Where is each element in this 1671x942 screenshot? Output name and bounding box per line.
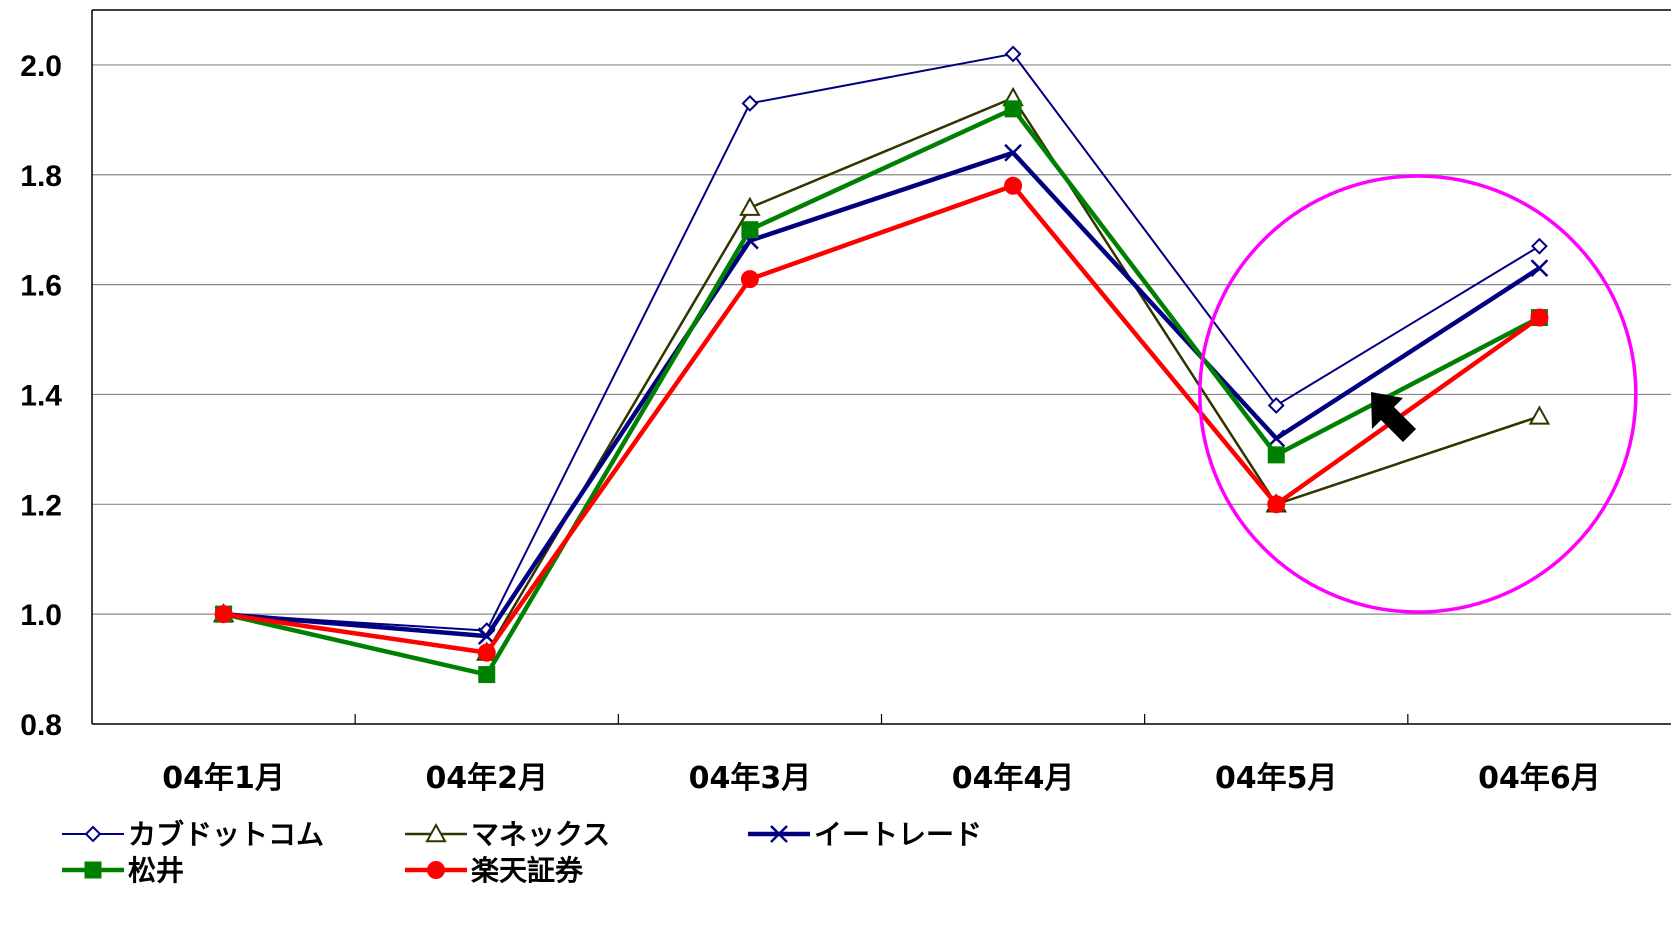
data-point: [1530, 259, 1549, 278]
data-point: [1004, 176, 1023, 195]
x-tick-label: 04年3月: [689, 761, 812, 796]
y-tick-label: 2.0: [20, 50, 62, 83]
data-point: [1267, 397, 1285, 414]
legend-item-4: 松井: [62, 854, 184, 887]
series-line: [223, 106, 1541, 677]
data-point: [740, 270, 759, 289]
y-tick-label: 1.6: [20, 270, 62, 303]
legend-marker: [425, 822, 447, 843]
y-tick-label: 1.0: [20, 599, 62, 632]
legend-marker: [84, 825, 102, 843]
series-1: [215, 45, 1548, 640]
legend-label: 松井: [128, 854, 184, 887]
data-point: [1267, 446, 1285, 464]
data-point: [739, 196, 761, 216]
series-line: [223, 150, 1541, 639]
data-point: [1530, 308, 1549, 327]
highlight-circle: [1198, 174, 1638, 614]
y-tick-label: 1.2: [20, 489, 62, 522]
series-line: [223, 183, 1541, 655]
series-line: [223, 52, 1540, 632]
axes: 0.8 1.0 1.2 1.4 1.6 1.8 2.0 04年1月 04年2月 04年3月 04年4…: [20, 9, 1671, 796]
data-point: [1267, 495, 1286, 514]
data-point: [1528, 405, 1551, 425]
data-point-stroke: [1530, 259, 1549, 278]
x-tick-label: 04年2月: [425, 761, 548, 796]
data-point: [1004, 143, 1022, 162]
legend-label: カブドットコム: [128, 818, 324, 851]
legend-marker: [84, 861, 102, 879]
legend-marker: [770, 825, 788, 843]
y-tick-label: 1.8: [20, 160, 62, 193]
y-tick-label: 1.4: [20, 379, 62, 412]
legend-marker: [427, 861, 445, 879]
x-tick-label: 04年1月: [162, 761, 285, 796]
data-point-stroke: [1267, 429, 1286, 448]
y-tick-label: 0.8: [20, 709, 62, 742]
data-point: [1267, 429, 1286, 448]
data-point: [477, 643, 496, 662]
data-point: [741, 94, 759, 112]
data-point: [741, 221, 759, 239]
series-group: [212, 45, 1551, 684]
legend-marker-stroke: [770, 825, 788, 843]
legend-item-3: イートレード: [748, 818, 982, 851]
legend-label: イートレード: [814, 818, 982, 851]
annotations: [1198, 174, 1638, 614]
data-point: [478, 666, 496, 684]
data-point: [1531, 237, 1548, 255]
gridlines: [92, 64, 1671, 615]
legend-item-5: 楽天証券: [405, 854, 584, 887]
data-point: [1004, 100, 1022, 118]
x-tick-label: 04年4月: [952, 761, 1075, 796]
series-line: [223, 96, 1540, 654]
x-tick-label: 04年6月: [1478, 761, 1601, 796]
data-point-stroke: [477, 627, 496, 646]
data-point-stroke: [1004, 143, 1022, 162]
data-point: [214, 605, 233, 624]
data-point: [1004, 45, 1022, 63]
legend-item-1: カブドットコム: [62, 818, 324, 851]
series-5: [214, 176, 1549, 662]
legend-label: 楽天証券: [471, 854, 584, 887]
x-tick-label: 04年5月: [1215, 761, 1338, 796]
legend-label: マネックス: [471, 818, 610, 851]
legend-item-2: マネックス: [405, 818, 610, 851]
arrow-annotation: [1371, 392, 1416, 442]
